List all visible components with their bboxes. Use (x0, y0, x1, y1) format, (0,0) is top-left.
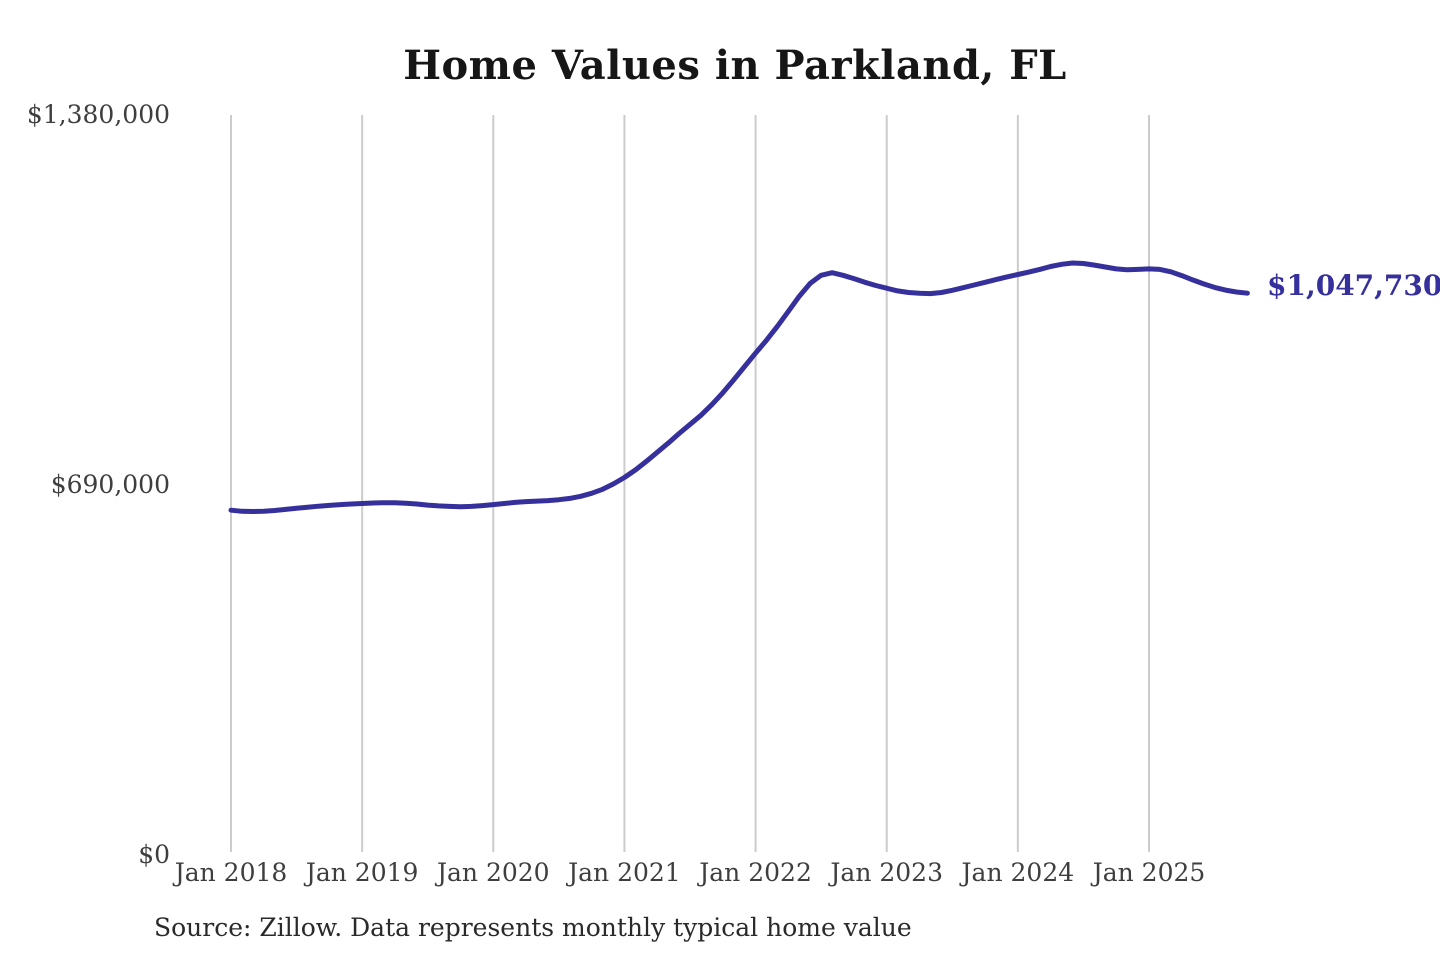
home-value-line (228, 260, 1250, 514)
x-axis-label: Jan 2021 (568, 858, 681, 887)
x-axis-label: Jan 2018 (174, 858, 288, 887)
y-axis-label: $690,000 (50, 470, 170, 499)
x-axis-label: Jan 2025 (1092, 858, 1206, 887)
x-axis-label: Jan 2024 (961, 858, 1075, 887)
line-end-value-label: $1,047,730 (1267, 269, 1440, 302)
x-axis-label: Jan 2023 (830, 858, 944, 887)
x-axis-label: Jan 2022 (699, 858, 812, 887)
chart-title: Home Values in Parkland, FL (403, 42, 1067, 89)
y-axis-label: $1,380,000 (26, 100, 170, 129)
y-axis-label: $0 (138, 840, 170, 869)
source-note: Source: Zillow. Data represents monthly … (154, 913, 912, 942)
x-axis-label: Jan 2020 (436, 858, 550, 887)
x-axis-label: Jan 2019 (305, 858, 419, 887)
